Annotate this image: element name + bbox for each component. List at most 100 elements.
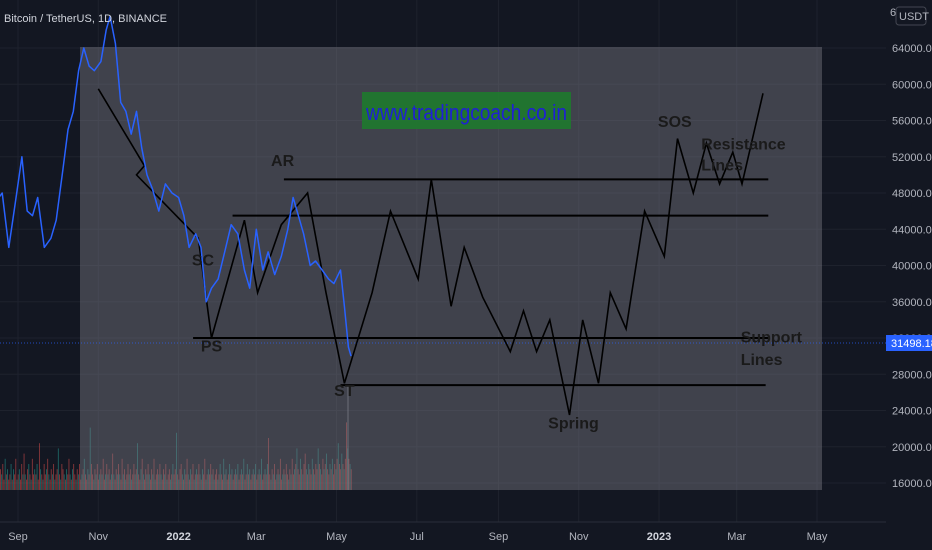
volume-bar [98, 479, 99, 490]
time-tick-label: Mar [247, 531, 266, 543]
volume-bar [310, 474, 312, 490]
volume-bar [232, 479, 234, 490]
volume-bar [314, 474, 316, 490]
volume-bar [288, 479, 290, 490]
volume-bar [120, 479, 122, 490]
volume-bar [90, 464, 92, 490]
volume-bar [67, 474, 69, 490]
volume-bar [64, 479, 66, 490]
price-axis[interactable]: 64000.00 60000.00 56000.00 52000.00 48000.00… [886, 0, 932, 522]
volume-bar [22, 474, 24, 490]
volume-bar [131, 479, 132, 490]
volume-bar [128, 474, 130, 490]
volume-bar [333, 474, 334, 490]
volume-bar [62, 469, 64, 490]
volume-bar [220, 474, 222, 490]
volume-bar [89, 427, 91, 490]
volume-bar [135, 469, 137, 490]
volume-bar [138, 474, 140, 490]
volume-bar [47, 458, 49, 490]
volume-bar [188, 479, 190, 490]
price-tick-label: 44000.00 [892, 224, 932, 236]
time-axis[interactable]: Sep Nov 2022 Mar May Jul Sep Nov 2023 Mar May [0, 521, 932, 550]
volume-bars [0, 422, 352, 490]
time-axis-background [0, 522, 932, 550]
annotation-label: Lines [701, 157, 743, 174]
volume-bar [172, 464, 174, 490]
volume-bar [350, 469, 352, 490]
volume-bar [329, 464, 331, 490]
volume-bar [185, 474, 187, 490]
volume-bar [298, 474, 300, 490]
volume-bar [307, 474, 308, 490]
volume-bar [43, 464, 45, 490]
volume-bar [341, 453, 343, 490]
volume-bar [174, 469, 176, 490]
volume-bar [317, 448, 319, 490]
volume-bar [290, 474, 292, 490]
volume-bar [217, 479, 219, 490]
volume-bar [214, 474, 216, 490]
volume-bar [167, 474, 169, 490]
volume-bar [171, 474, 173, 490]
volume-bar [157, 469, 158, 490]
volume-bar [285, 464, 287, 490]
volume-bar [107, 474, 109, 490]
volume-bar [252, 469, 254, 490]
annotation-label: AR [271, 153, 295, 170]
volume-bar [154, 479, 156, 490]
volume-bar [108, 469, 110, 490]
volume-bar [49, 479, 51, 490]
volume-bar [344, 458, 346, 490]
volume-bar [2, 464, 4, 490]
volume-bar [139, 479, 141, 490]
volume-bar [59, 474, 60, 490]
volume-bar [287, 474, 288, 490]
volume-bar [284, 474, 286, 490]
price-tick-label: 48000.00 [892, 188, 932, 200]
volume-bar [57, 448, 59, 490]
volume-bar [297, 469, 299, 490]
price-axis-background [886, 0, 932, 522]
volume-bar [101, 474, 103, 490]
volume-bar [243, 458, 245, 490]
volume-bar [127, 464, 129, 490]
volume-bar [116, 474, 118, 490]
currency-badge[interactable] [895, 6, 927, 26]
volume-bar [335, 469, 337, 490]
volume-bar [112, 453, 114, 490]
volume-bar [4, 458, 6, 490]
volume-bar [103, 479, 105, 490]
volume-bar [321, 474, 323, 490]
volume-bar [218, 474, 220, 490]
volume-bar [180, 464, 182, 490]
volume-bar [69, 474, 71, 490]
volume-bar [36, 464, 38, 490]
level-lines [193, 178, 770, 387]
currency-label: USDT [899, 11, 929, 23]
volume-bar [346, 422, 347, 490]
volume-bar [261, 458, 262, 490]
volume-bar [16, 479, 18, 490]
volume-bar [60, 479, 62, 490]
volume-bar [15, 458, 17, 490]
volume-bar [166, 479, 168, 490]
volume-bar [133, 464, 135, 490]
volume-bar [235, 469, 236, 490]
volume-bar [242, 474, 244, 490]
volume-bar [205, 479, 207, 490]
volume-bar [209, 474, 210, 490]
volume-bar [83, 458, 85, 490]
volume-bar [176, 432, 177, 490]
volume-bar [251, 474, 253, 490]
volume-bar [253, 474, 255, 490]
price-tick-label: 60000.00 [892, 79, 932, 91]
watermark: www.tradingcoach.co.in [362, 92, 571, 129]
annotation-label: Spring [548, 416, 599, 433]
volume-bar [28, 464, 30, 490]
volume-bar [1, 474, 3, 490]
volume-bar [76, 469, 78, 490]
price-tick-label: 64000.00 [892, 43, 932, 55]
